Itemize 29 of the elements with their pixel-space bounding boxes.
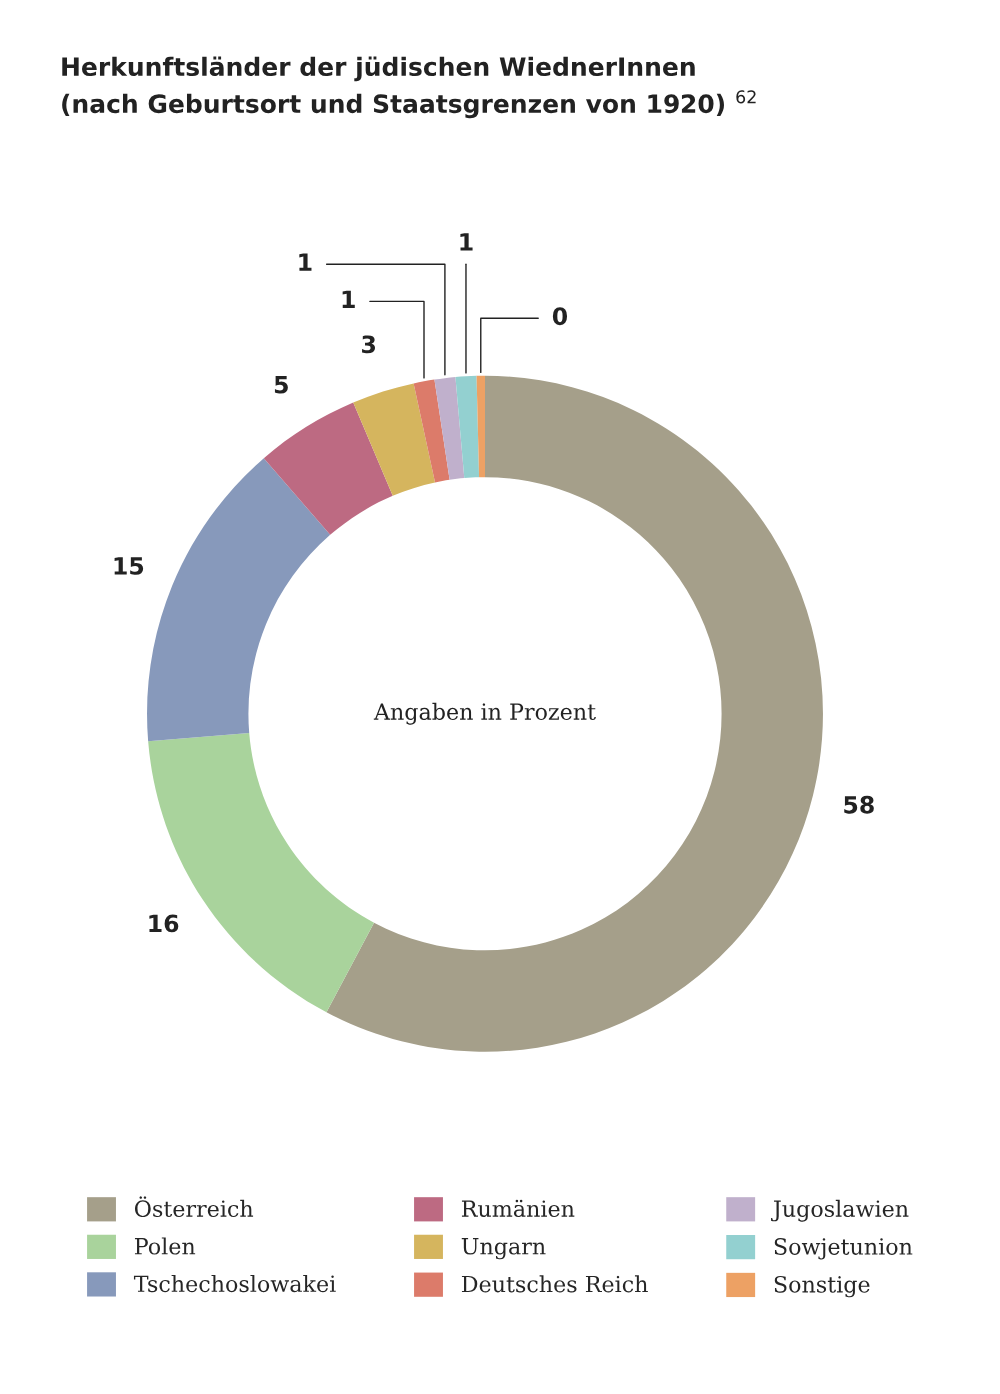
legend-label: Österreich (134, 1196, 254, 1218)
legend-label: Sowjetunion (774, 1238, 913, 1260)
donut-slice (455, 375, 480, 479)
donut-slice (147, 458, 331, 742)
data-label: 1 (299, 253, 312, 271)
data-label: 0 (552, 307, 568, 326)
data-label: 3 (362, 335, 376, 354)
legend-label: Polen (134, 1237, 196, 1255)
data-label: 15 (114, 557, 144, 575)
legend-label: Tschechoslowakei (133, 1274, 336, 1293)
donut-slice (263, 402, 393, 535)
donut-slice (476, 375, 485, 478)
text: Angaben in Prozent (373, 702, 596, 725)
donut-slice (413, 379, 450, 483)
legend-label: Jugoslawien (771, 1199, 909, 1222)
legend-label: Rumänien (461, 1199, 575, 1218)
data-label: 58 (844, 795, 874, 814)
legend-label: Ungarn (461, 1238, 546, 1260)
donut-slice (353, 383, 436, 496)
chart-title: Herkunftsländer der jüdischen WiednerInnen (nach Geburtsort und Staatsgrenzen von 1920) $^{62}$ (62, 56, 756, 119)
donut-slice (326, 375, 823, 1052)
data-label: 5 (274, 375, 288, 394)
data-label: 1 (460, 233, 473, 251)
data-label: 16 (149, 914, 179, 933)
data-label: 1 (342, 290, 355, 308)
legend-label: Sonstige (774, 1275, 870, 1298)
donut-slice (148, 732, 375, 1013)
donut-slice (434, 377, 465, 480)
legend-label: Deutsches Reich (461, 1275, 648, 1293)
